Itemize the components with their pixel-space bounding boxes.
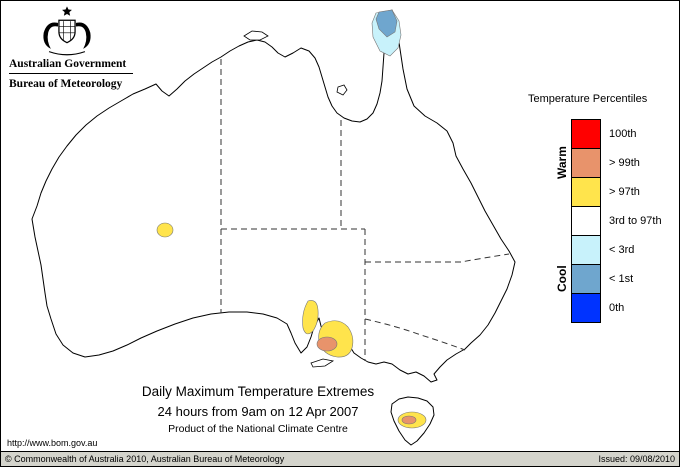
bom-url: http://www.bom.gov.au [7, 438, 98, 448]
australia-outline [31, 9, 516, 383]
map-title-block: Daily Maximum Temperature Extremes 24 ho… [108, 384, 408, 435]
groote-eylandt-outline [336, 84, 348, 96]
copyright-text: © Commonwealth of Australia 2010, Austra… [5, 454, 285, 464]
legend-row-0th: 0th [571, 293, 662, 323]
legend-row-99th: > 99th [571, 148, 662, 178]
legend-row-100th: 100th [571, 119, 662, 149]
region-tasmania-above-99th [401, 415, 417, 425]
legend-label: < 3rd [609, 244, 635, 256]
region-cape-york-below-1st [375, 9, 398, 38]
coat-of-arms-icon [43, 6, 91, 56]
government-title: Australian Government [9, 58, 127, 70]
legend-swatch [571, 264, 601, 294]
legend-swatch [571, 293, 601, 323]
logo-divider [9, 73, 133, 74]
legend: Temperature Percentiles Warm Cool 100th >… [528, 93, 678, 333]
melville-island-outline [243, 30, 269, 41]
legend-swatch [571, 206, 601, 236]
legend-label: < 1st [609, 273, 634, 285]
legend-swatch [571, 119, 601, 149]
map-title-line1: Daily Maximum Temperature Extremes [141, 384, 375, 399]
legend-swatch [571, 235, 601, 265]
legend-row-1st: < 1st [571, 264, 662, 294]
map-title-line2: 24 hours from 9am on 12 Apr 2007 [157, 404, 359, 419]
legend-row-3rd-to-97th: 3rd to 97th [571, 206, 662, 236]
footer-bar: © Commonwealth of Australia 2010, Austra… [1, 451, 679, 466]
legend-label: 3rd to 97th [609, 215, 662, 227]
state-borders [220, 59, 510, 361]
legend-swatch [571, 177, 601, 207]
legend-cool-label: Cool [555, 265, 569, 292]
legend-row-3rd: < 3rd [571, 235, 662, 265]
legend-label: 0th [609, 302, 625, 314]
government-logo: Australian Government Bureau of Meteorol… [9, 5, 169, 90]
kangaroo-island-outline [310, 358, 335, 368]
bureau-title: Bureau of Meteorology [9, 78, 123, 90]
legend-label: > 97th [609, 186, 640, 198]
legend-entries: 100th > 99th > 97th 3rd to 97th < 3rd < 1st 0t… [571, 119, 662, 323]
anomaly-regions [156, 9, 427, 429]
legend-title: Temperature Percentiles [528, 93, 648, 105]
legend-swatch [571, 148, 601, 178]
legend-row-97th: > 97th [571, 177, 662, 207]
legend-label: 100th [609, 128, 637, 140]
legend-warm-label: Warm [555, 146, 569, 179]
map-title-line3: Product of the National Climate Centre [168, 423, 348, 435]
issued-date: Issued: 09/08/2010 [598, 454, 675, 464]
region-sa-gulfs-above-99th [316, 336, 338, 352]
border-nsw-vic [364, 318, 466, 351]
legend-label: > 99th [609, 157, 640, 169]
region-sa-eyre-above-97th [302, 300, 319, 335]
region-wa-above-97th [156, 222, 174, 238]
